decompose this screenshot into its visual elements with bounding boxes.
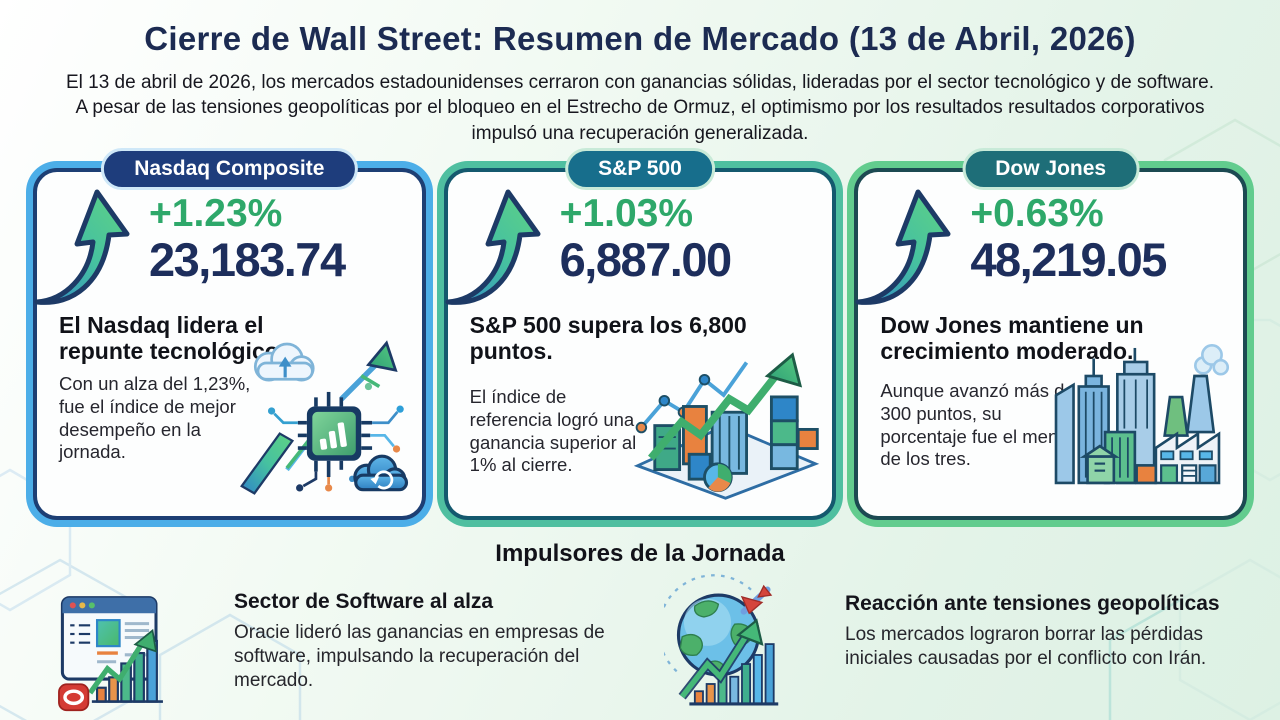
change-percent: +1.23% — [149, 192, 283, 235]
change-percent: +1.03% — [559, 192, 694, 235]
card-description: El índice de referencia logró una gananc… — [469, 386, 637, 476]
card-body: El Nasdaq lidera el repunte tecnológico.… — [59, 312, 410, 508]
index-badge: S&P 500 — [565, 148, 715, 190]
city-growth-illustration — [634, 352, 820, 500]
curved-up-arrow-icon — [445, 189, 541, 305]
index-card-dowjones: Dow Jones +0.63% 48,219.05 Dow Jones man… — [854, 148, 1248, 520]
index-badge: Nasdaq Composite — [101, 148, 358, 190]
driver-heading: Sector de Software al alza — [234, 590, 494, 613]
index-card-sp500: S&P 500 +1.03% 6,887.00 S&P 500 supera l… — [443, 148, 837, 520]
index-badge: Dow Jones — [962, 148, 1140, 190]
card-headline: S&P 500 supera los 6,800 puntos. — [469, 312, 747, 365]
drivers-section-title: Impulsores de la Jornada — [495, 540, 785, 567]
card-body: S&P 500 supera los 6,800 puntos. El índi… — [470, 312, 821, 508]
index-value: 6,887.00 — [559, 232, 732, 286]
index-card-nasdaq: Nasdaq Composite +1.23% 23,183.74 El Nas… — [33, 148, 426, 520]
card-headline: Dow Jones mantiene un crecimiento modera… — [880, 312, 1144, 365]
card-description: Con un alza del 1,23%, fue el índice de … — [59, 373, 251, 463]
software-window-illustration — [58, 596, 163, 712]
tech-chip-illustration — [239, 340, 408, 495]
card-headline: El Nasdaq lidera el repunte tecnológico. — [59, 312, 286, 365]
index-value: 48,219.05 — [970, 232, 1167, 286]
curved-up-arrow-icon — [34, 189, 130, 305]
driver-text: Los mercados lograron borrar las pérdida… — [845, 624, 1207, 670]
driver-heading: Reacción ante tensiones geopolíticas — [845, 592, 1220, 615]
page-title: Cierre de Wall Street: Resumen de Mercad… — [144, 20, 1136, 57]
index-value: 23,183.74 — [149, 232, 346, 286]
change-percent: +0.63% — [970, 192, 1104, 235]
driver-item-geopolitics: Reacción ante tensiones geopolíticas Los… — [845, 592, 1230, 671]
page-subtitle: El 13 de abril de 2026, los mercados est… — [65, 72, 1215, 144]
driver-item-software: Sector de Software al alza Oracie lideró… — [234, 590, 634, 693]
card-body: Dow Jones mantiene un crecimiento modera… — [880, 312, 1231, 508]
index-figures: +1.23% 23,183.74 — [149, 192, 414, 286]
card-description: Aunque avanzó más de 300 puntos, su porc… — [880, 380, 1075, 470]
index-figures: +1.03% 6,887.00 — [559, 192, 825, 286]
index-figures: +0.63% 48,219.05 — [970, 192, 1235, 286]
driver-text: Oracie lideró las ganancias en empresas … — [234, 622, 605, 692]
globe-plane-illustration — [664, 574, 779, 706]
index-cards-row: Nasdaq Composite +1.23% 23,183.74 El Nas… — [33, 148, 1248, 520]
curved-up-arrow-icon — [855, 189, 951, 305]
industry-skyline-illustration — [1054, 344, 1230, 485]
